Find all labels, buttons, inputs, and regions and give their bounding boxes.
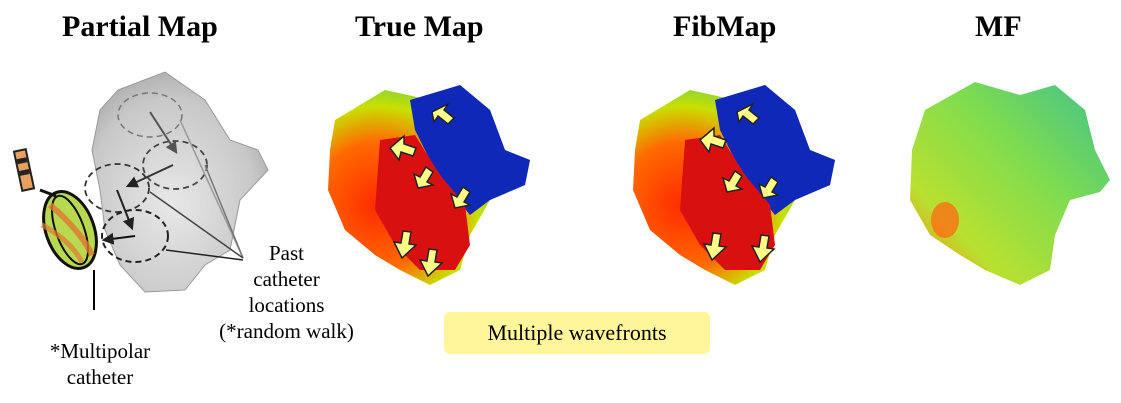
past-locations-label: Past catheter locations (*random walk)	[214, 240, 359, 344]
multipolar-catheter-label: *Multipolar catheter	[20, 338, 180, 390]
past-label-line: catheter	[253, 267, 320, 291]
mf-surface	[910, 82, 1110, 285]
title-fibmap: FibMap	[673, 10, 777, 43]
label-pointer-lines	[93, 119, 244, 310]
true-map-red-region	[375, 135, 470, 270]
past-label-line: locations	[248, 293, 325, 317]
past-label-line: (*random walk)	[219, 319, 354, 343]
wavefront-arrows-true	[388, 102, 473, 278]
fibmap-panel	[633, 85, 835, 285]
past-label-line: Past	[268, 241, 304, 265]
mf-orange-patch	[931, 202, 959, 238]
gray-atrium-surface	[91, 71, 269, 293]
true-map-panel	[328, 85, 530, 285]
title-partial-map: Partial Map	[62, 10, 218, 43]
multiple-wavefronts-label: Multiple wavefronts	[444, 312, 710, 354]
mf-panel	[910, 82, 1110, 285]
multipolar-catheter-icon	[12, 148, 98, 270]
title-true-map: True Map	[355, 10, 484, 43]
title-mf: MF	[975, 10, 1022, 43]
wavefront-arrows-fibmap	[698, 102, 781, 264]
catheter-label-line: *Multipolar	[49, 339, 151, 363]
partial-map-panel	[12, 71, 269, 310]
fibmap-red-region	[680, 135, 775, 270]
random-walk-arrows	[101, 111, 178, 245]
catheter-label-line: catheter	[66, 365, 134, 389]
